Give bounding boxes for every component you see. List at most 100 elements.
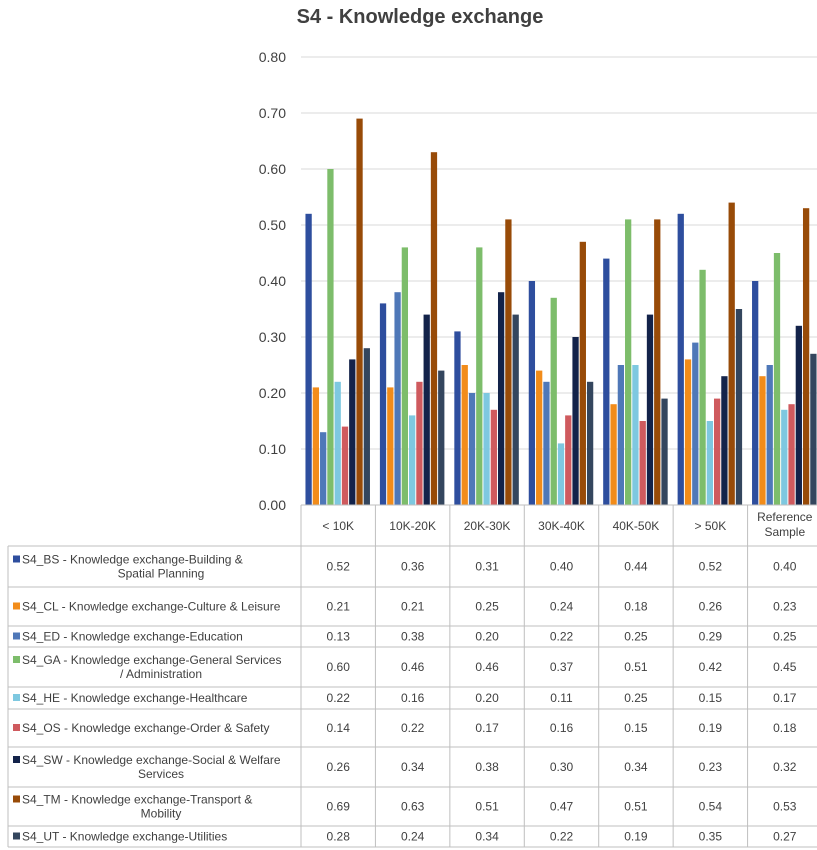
data-value: 0.19 [624, 830, 648, 844]
bar [490, 409, 497, 505]
data-value: 0.16 [550, 721, 574, 735]
data-value: 0.38 [401, 630, 425, 644]
bar [713, 398, 721, 505]
bar [661, 398, 668, 505]
y-tick-label: 0.30 [259, 329, 286, 345]
data-value: 0.35 [699, 830, 723, 844]
data-value: 0.51 [624, 660, 648, 674]
data-value: 0.40 [773, 560, 797, 574]
bar [810, 353, 817, 505]
bar [795, 325, 802, 505]
data-value: 0.52 [327, 560, 351, 574]
data-value: 0.38 [475, 760, 499, 774]
legend-label: S4_UT - Knowledge exchange-Utilities [22, 830, 227, 844]
data-value: 0.22 [550, 630, 574, 644]
y-tick-label: 0.40 [259, 273, 286, 289]
bar [327, 169, 334, 505]
bar [802, 208, 810, 505]
data-value: 0.37 [550, 660, 574, 674]
bar [394, 292, 401, 505]
data-value: 0.51 [475, 800, 499, 814]
bar [603, 258, 610, 505]
data-value: 0.54 [699, 800, 723, 814]
bar [528, 281, 536, 505]
legend-label: S4_ED - Knowledge exchange-Education [22, 630, 243, 644]
legend-key [13, 632, 20, 640]
bar [483, 393, 490, 505]
legend-label: S4_BS - Knowledge exchange-Building & [22, 553, 243, 567]
data-value: 0.46 [475, 660, 499, 674]
bar [692, 342, 699, 505]
data-value: 0.42 [699, 660, 723, 674]
category-label: Reference [757, 510, 813, 524]
bar [677, 213, 684, 506]
bar [512, 314, 519, 505]
data-value: 0.63 [401, 800, 425, 814]
data-value: 0.18 [773, 721, 797, 735]
data-value: 0.13 [327, 630, 351, 644]
data-value: 0.25 [624, 630, 648, 644]
legend-label: S4_TM - Knowledge exchange-Transport & [22, 793, 252, 807]
bar [430, 152, 438, 505]
bar [752, 281, 759, 505]
data-value: 0.27 [773, 830, 797, 844]
bar [454, 331, 461, 505]
y-tick-label: 0.70 [259, 105, 286, 121]
data-value: 0.25 [773, 630, 797, 644]
legend-key [13, 602, 20, 610]
bar [497, 292, 505, 505]
legend-key [13, 694, 20, 701]
data-value: 0.46 [401, 660, 425, 674]
data-value: 0.34 [475, 830, 499, 844]
bar [363, 348, 370, 505]
data-value: 0.30 [550, 760, 574, 774]
bar [639, 421, 646, 505]
bar [706, 421, 713, 505]
legend-key [13, 555, 20, 563]
bar [536, 370, 543, 505]
bar [409, 415, 416, 505]
legend-label: S4_GA - Knowledge exchange-General Servi… [22, 653, 281, 667]
bar [334, 381, 341, 505]
data-value: 0.20 [475, 691, 499, 705]
category-label: > 50K [695, 519, 727, 533]
category-label: 10K-20K [389, 519, 436, 533]
y-tick-label: 0.60 [259, 161, 286, 177]
data-value: 0.60 [327, 660, 351, 674]
bar [735, 309, 743, 505]
y-tick-label: 0.20 [259, 385, 286, 401]
data-value: 0.28 [327, 830, 351, 844]
y-tick-label: 0.50 [259, 217, 286, 233]
data-value: 0.22 [550, 830, 574, 844]
bar [699, 269, 706, 505]
data-value: 0.44 [624, 560, 648, 574]
legend-key [13, 656, 20, 663]
bar [305, 213, 312, 506]
data-value: 0.34 [624, 760, 648, 774]
bar [505, 219, 512, 505]
y-tick-label: 0.00 [259, 497, 286, 513]
data-value: 0.17 [475, 721, 499, 735]
bar [646, 314, 654, 505]
bar [476, 247, 483, 505]
data-value: 0.16 [401, 691, 425, 705]
category-label: 20K-30K [464, 519, 511, 533]
bar [579, 241, 586, 506]
data-value: 0.36 [401, 560, 425, 574]
data-value: 0.15 [699, 691, 723, 705]
bar [728, 202, 735, 505]
bar [416, 381, 423, 505]
bar [468, 393, 476, 505]
bar [766, 365, 773, 505]
bar [423, 314, 430, 505]
bar [438, 370, 445, 505]
legend-label: S4_SW - Knowledge exchange-Social & Welf… [22, 753, 281, 767]
data-value: 0.45 [773, 660, 797, 674]
bar [759, 376, 766, 505]
data-value: 0.34 [401, 760, 425, 774]
chart-title: S4 - Knowledge exchange [296, 6, 544, 28]
legend-label: Spatial Planning [118, 567, 205, 581]
data-value: 0.26 [699, 600, 723, 614]
data-value: 0.24 [401, 830, 425, 844]
